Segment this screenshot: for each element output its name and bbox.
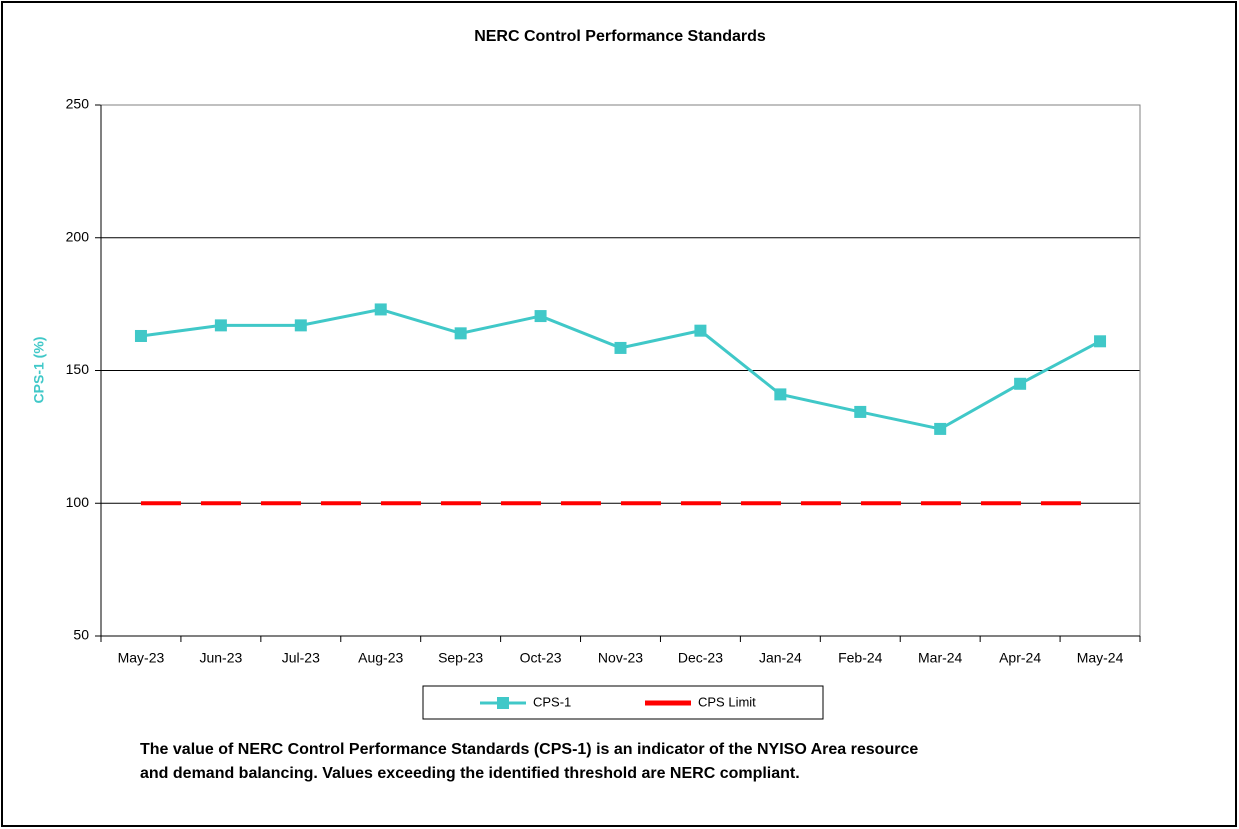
legend-label: CPS Limit: [698, 694, 756, 709]
x-tick-label: Nov-23: [598, 650, 643, 666]
x-tick-label: May-24: [1077, 650, 1124, 666]
x-tick-label: Sep-23: [438, 650, 483, 666]
y-tick-label: 250: [66, 96, 90, 112]
point-marker: [214, 319, 227, 332]
x-tick-label: Jan-24: [759, 650, 802, 666]
point-marker: [134, 329, 147, 342]
point-marker: [854, 405, 867, 418]
annotation: The value of NERC Control Performance St…: [140, 741, 918, 758]
point-marker: [1094, 335, 1107, 348]
point-marker: [934, 422, 947, 435]
y-tick-label: 200: [66, 228, 90, 244]
y-tick-label: 150: [66, 361, 90, 377]
point-marker: [614, 341, 627, 354]
chart-title: NERC Control Performance Standards: [474, 28, 766, 45]
point-marker: [374, 303, 387, 316]
annotation: and demand balancing. Values exceeding t…: [140, 765, 800, 782]
x-tick-label: May-23: [118, 650, 165, 666]
y-tick-label: 50: [73, 627, 89, 643]
x-tick-label: Feb-24: [838, 650, 883, 666]
x-tick-label: Apr-24: [999, 650, 1041, 666]
point-marker: [1014, 377, 1027, 390]
x-tick-label: Jul-23: [282, 650, 320, 666]
x-tick-label: Aug-23: [358, 650, 403, 666]
x-tick-label: Oct-23: [520, 650, 562, 666]
legend-label: CPS-1: [533, 694, 571, 709]
point-marker: [774, 388, 787, 401]
y-tick-label: 100: [66, 494, 90, 510]
x-tick-label: Jun-23: [199, 650, 242, 666]
point-marker: [294, 319, 307, 332]
point-marker: [694, 324, 707, 337]
point-marker: [454, 327, 467, 340]
y-axis-label: CPS-1 (%): [31, 337, 47, 404]
x-tick-label: Dec-23: [678, 650, 723, 666]
x-tick-label: Mar-24: [918, 650, 963, 666]
point-marker: [534, 310, 547, 323]
legend-marker: [497, 697, 509, 709]
